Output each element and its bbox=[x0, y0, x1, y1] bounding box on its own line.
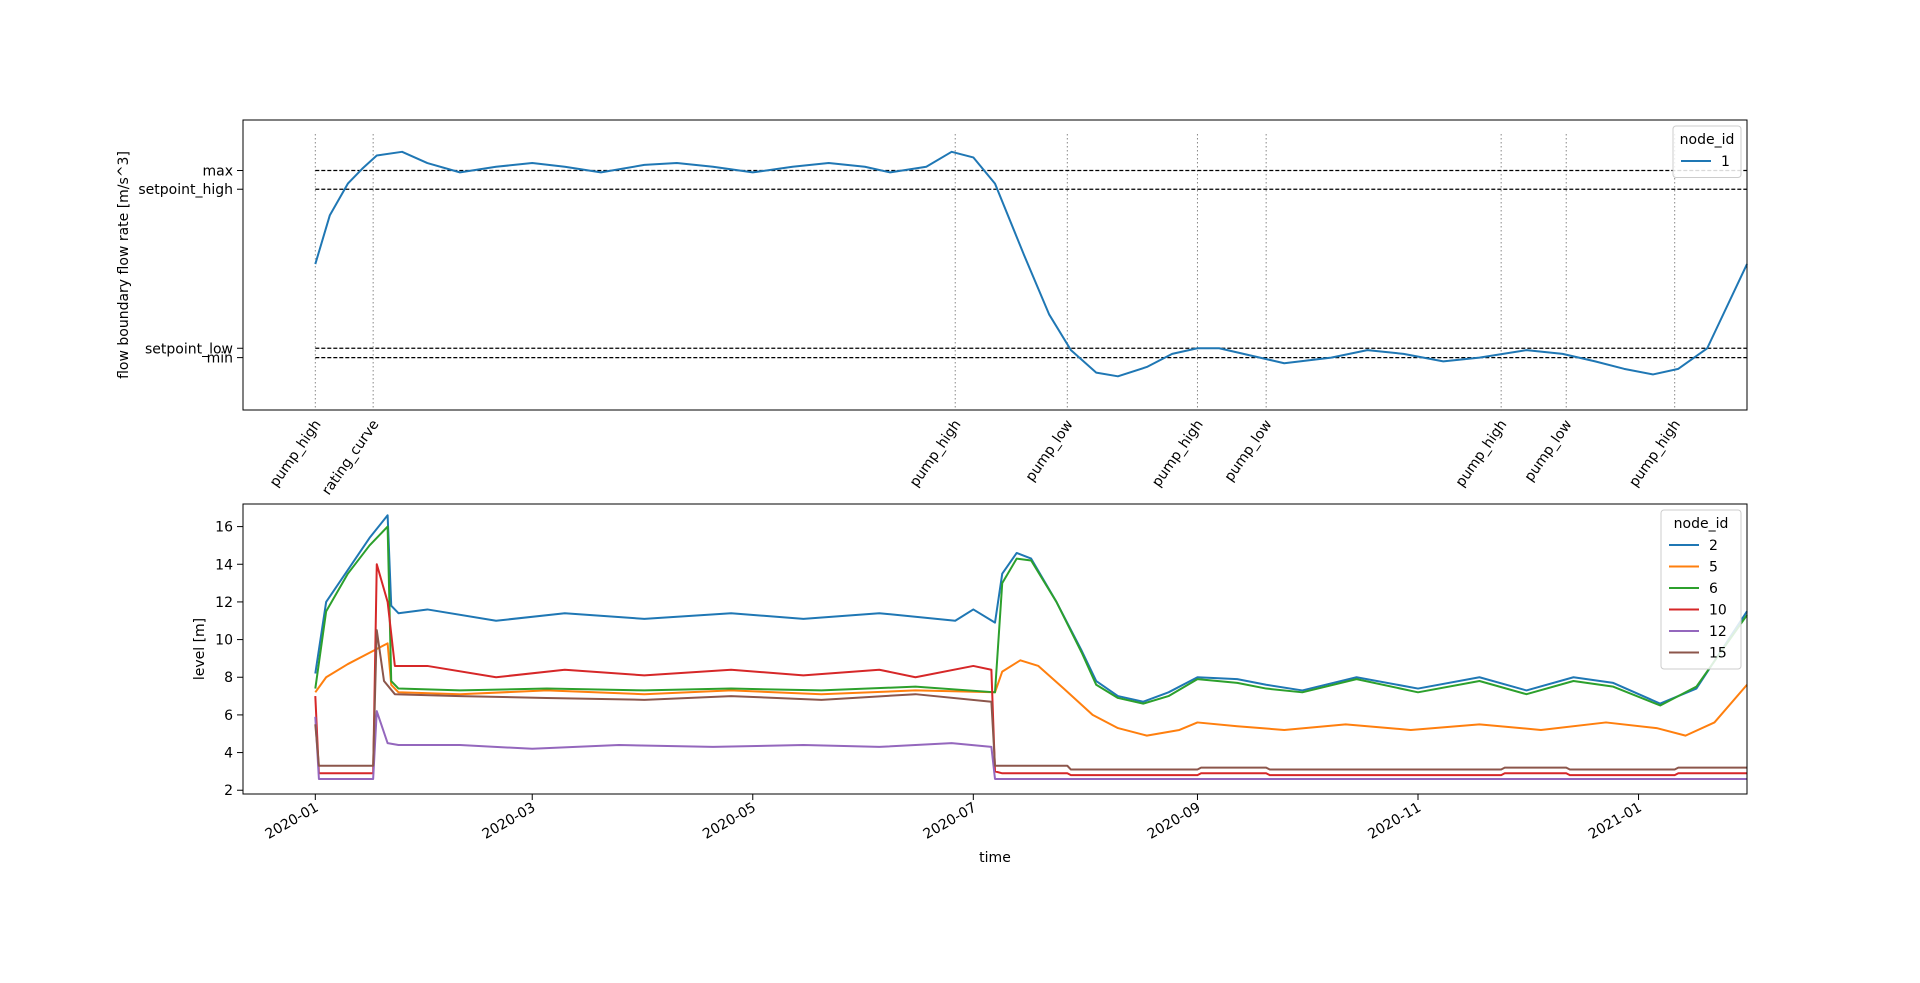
x-tick-label: 2020-09 bbox=[1145, 800, 1204, 843]
y-tick-label: min bbox=[207, 351, 233, 367]
series-line-6 bbox=[314, 525, 1748, 707]
x-axis-label: time bbox=[979, 850, 1011, 866]
y-tick-label: 6 bbox=[224, 708, 233, 724]
level-panel: 2 4 6 8 10 12 14 16 2020-01 2020-03 2020-05 2020-07… bbox=[192, 503, 1748, 866]
legend-title: node_id bbox=[1680, 132, 1735, 148]
y-tick-label: setpoint_high bbox=[138, 182, 233, 198]
x-tick-label: 2021-01 bbox=[1586, 800, 1645, 843]
y-axis-label: flow boundary flow rate [m/s^3] bbox=[116, 151, 132, 379]
x-tick-label: 2020-03 bbox=[480, 800, 539, 843]
y-tick-label: 2 bbox=[224, 783, 233, 799]
legend-entry: 1 bbox=[1721, 154, 1730, 170]
legend-box bbox=[1672, 125, 1742, 178]
y-tick-label: 14 bbox=[215, 557, 233, 573]
legend-entry: 10 bbox=[1709, 603, 1727, 619]
series-line-5 bbox=[314, 642, 1748, 737]
legend-entry: 15 bbox=[1709, 646, 1727, 662]
x-tick-label: 2020-05 bbox=[700, 800, 759, 843]
axes-frame bbox=[242, 503, 1748, 795]
series-line-2 bbox=[314, 514, 1748, 705]
y-tick-label: max bbox=[202, 164, 233, 180]
legend-entry: 5 bbox=[1709, 560, 1718, 576]
legend-entry: 12 bbox=[1709, 624, 1727, 640]
y-tick-label: 16 bbox=[215, 520, 233, 536]
legend-box bbox=[1660, 509, 1742, 670]
series-line-15 bbox=[314, 629, 1747, 771]
legend-entry: 2 bbox=[1709, 538, 1718, 554]
event-label: pump_low bbox=[1023, 417, 1077, 485]
y-tick-label: 12 bbox=[215, 595, 233, 611]
event-label: pump_high bbox=[267, 417, 325, 490]
event-label: pump_low bbox=[1522, 417, 1576, 485]
series-line-10 bbox=[314, 563, 1747, 777]
event-label: pump_low bbox=[1221, 417, 1275, 485]
y-tick-label: 10 bbox=[215, 633, 233, 649]
y-axis-label: level [m] bbox=[192, 618, 208, 680]
legend-entry: 6 bbox=[1709, 581, 1718, 597]
series-line-1 bbox=[314, 150, 1748, 378]
event-label: pump_high bbox=[907, 417, 965, 490]
legend-title: node_id bbox=[1674, 516, 1729, 532]
event-label: pump_high bbox=[1453, 417, 1511, 490]
y-tick-label: setpoint_low bbox=[145, 341, 233, 357]
y-tick-label: 4 bbox=[224, 746, 233, 762]
event-label: pump_high bbox=[1149, 417, 1207, 490]
x-tick-label: 2020-07 bbox=[921, 800, 980, 843]
x-tick-label: 2020-11 bbox=[1365, 800, 1424, 843]
y-tick-label: 8 bbox=[224, 670, 233, 686]
series-line-12 bbox=[314, 710, 1747, 780]
axes-frame bbox=[242, 119, 1748, 411]
event-label: rating_curve bbox=[319, 417, 382, 498]
event-label: pump_high bbox=[1626, 417, 1684, 490]
x-tick-label: 2020-01 bbox=[263, 800, 322, 843]
